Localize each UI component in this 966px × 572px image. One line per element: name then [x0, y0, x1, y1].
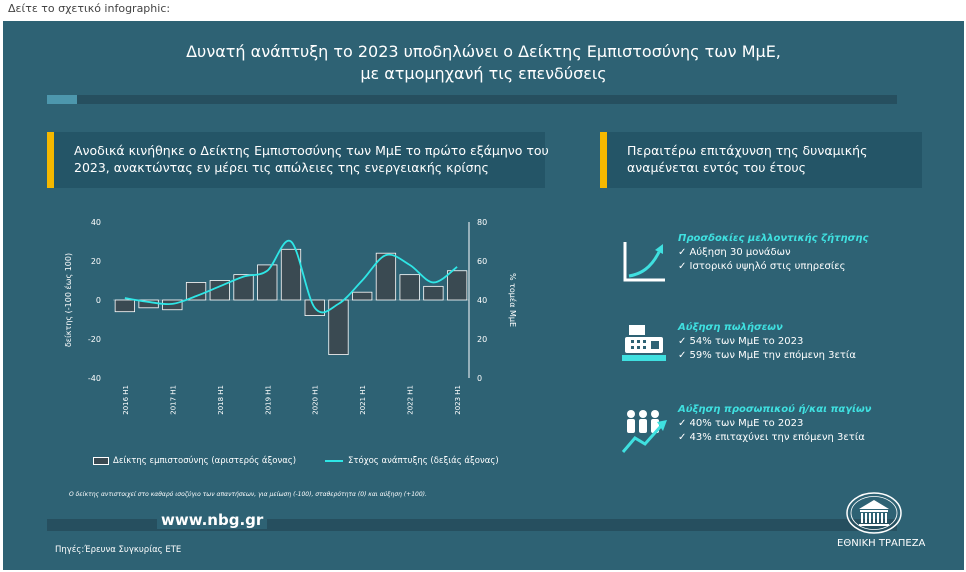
x-tick-label: 2019 H1 — [264, 385, 272, 415]
section-staff-line-1: ✓ 40% των ΜμΕ το 2023 — [678, 418, 804, 429]
left-header-text: Ανοδικά κινήθηκε ο Δείκτης Εμπιστοσύνης … — [74, 142, 549, 176]
title-line-1: Δυνατή ανάπτυξη το 2023 υποδηλώνει ο Δεί… — [186, 42, 781, 61]
growth-target-line — [124, 239, 458, 314]
x-tick-label: 2021 H1 — [359, 385, 367, 415]
x-tick-label: 2016 H1 — [122, 385, 130, 415]
confidence-bar — [280, 248, 302, 301]
infographic-title: Δυνατή ανάπτυξη το 2023 υποδηλώνει ο Δεί… — [3, 41, 964, 85]
section-sales-line-2: ✓ 59% των ΜμΕ την επόμενη 3ετία — [678, 350, 856, 361]
left-header-accent — [47, 132, 54, 188]
right-tick-label: 0 — [477, 374, 482, 383]
x-tick-label: 2020 H1 — [312, 385, 320, 415]
title-line-2: με ατμομηχανή τις επενδύσεις — [360, 64, 607, 83]
confidence-bar — [375, 252, 397, 301]
section-staff-line-2: ✓ 43% επιταχύνει την επόμενη 3ετία — [678, 432, 865, 443]
source-note: Πηγές:Έρευνα Συγκυρίας ΕΤΕ — [55, 545, 182, 555]
cash-register-icon — [622, 325, 666, 361]
left-header-box: Ανοδικά κινήθηκε ο Δείκτης Εμπιστοσύνης … — [47, 132, 549, 188]
confidence-bar — [233, 274, 254, 301]
section-staff-title: Αύξηση προσωπικού ή/και παγίων — [678, 404, 872, 415]
x-tick-label: 2022 H1 — [407, 385, 415, 415]
right-header-line-1: Περαιτέρω επιτάχυνση της δυναμικής — [627, 143, 868, 158]
growth-chart-icon — [623, 242, 665, 282]
left-axis-title: δείκτης (-100 έως 100) — [63, 253, 73, 347]
section-demand-line-2: ✓ Ιστορικό υψηλό στις υπηρεσίες — [678, 261, 846, 272]
infographic-panel: Δυνατή ανάπτυξη το 2023 υποδηλώνει ο Δεί… — [3, 21, 964, 570]
x-tick-label: 2023 H1 — [454, 385, 462, 415]
legend-line-label: Στόχος ανάπτυξης (δεξιάς άξονας) — [348, 456, 499, 466]
left-tick-label: 0 — [96, 296, 101, 305]
section-sales-title: Αύξηση πωλήσεων — [678, 322, 783, 333]
confidence-bar — [162, 299, 183, 311]
legend-line-entry: Στόχος ανάπτυξης (δεξιάς άξονας) — [325, 456, 499, 466]
confidence-bar — [352, 291, 373, 301]
left-header-line-2: 2023, ανακτώντας εν μέρει τις απώλειες τ… — [74, 160, 489, 175]
left-tick-label: -40 — [88, 374, 101, 383]
left-tick-label: -20 — [88, 335, 101, 344]
right-axis-title: % τομέα ΜμΕ — [508, 273, 518, 327]
x-tick-label: 2018 H1 — [217, 385, 225, 415]
legend-bar-entry: Δείκτης εμπιστοσύνης (αριστερός άξονας) — [93, 456, 296, 466]
confidence-bar — [185, 282, 207, 301]
chart-footnote: Ο δείκτης αντιστοιχεί στο καθαρό ισοζύγι… — [69, 491, 427, 498]
section-demand-title: Προσδοκίες μελλοντικής ζήτησης — [678, 233, 869, 244]
confidence-bar — [114, 299, 135, 313]
bank-logo-icon — [846, 492, 902, 534]
section-sales-line-1: ✓ 54% των ΜμΕ το 2023 — [678, 336, 804, 347]
confidence-bar — [328, 299, 349, 355]
right-header-line-2: αναμένεται εντός του έτους — [627, 160, 806, 175]
section-demand-line-1: ✓ Αύξηση 30 μονάδων — [678, 247, 791, 258]
bank-name: ΕΘΝΙΚΗ ΤΡΑΠΕΖΑ — [837, 538, 926, 549]
title-divider-accent — [47, 95, 77, 104]
right-tick-label: 40 — [477, 296, 487, 305]
confidence-index-chart: 40 20 0 -20 -40 80 60 40 20 0 δείκτης (-100 έως 10… — [63, 218, 518, 415]
people-growth-icon — [621, 410, 667, 453]
confidence-bar — [399, 274, 420, 301]
left-tick-label: 20 — [91, 257, 101, 266]
website-url[interactable]: www.nbg.gr — [157, 511, 268, 529]
title-divider — [47, 95, 897, 104]
right-tick-label: 60 — [477, 257, 487, 266]
right-header-text: Περαιτέρω επιτάχυνση της δυναμικής αναμέ… — [627, 142, 867, 176]
confidence-bar — [423, 285, 444, 301]
legend-bar-swatch — [93, 456, 109, 465]
right-tick-label: 80 — [477, 218, 487, 227]
left-tick-label: 40 — [91, 218, 101, 227]
right-header-box: Περαιτέρω επιτάχυνση της δυναμικής αναμέ… — [600, 132, 922, 188]
right-tick-label: 20 — [477, 335, 487, 344]
legend-bar-label: Δείκτης εμπιστοσύνης (αριστερός άξονας) — [113, 456, 297, 466]
page-caption: Δείτε το σχετικό infographic: — [8, 2, 171, 15]
legend-line-swatch — [325, 459, 343, 462]
left-header-line-1: Ανοδικά κινήθηκε ο Δείκτης Εμπιστοσύνης … — [74, 143, 549, 158]
confidence-bar — [447, 270, 468, 301]
right-header-accent — [600, 132, 607, 188]
x-tick-label: 2017 H1 — [169, 385, 177, 415]
